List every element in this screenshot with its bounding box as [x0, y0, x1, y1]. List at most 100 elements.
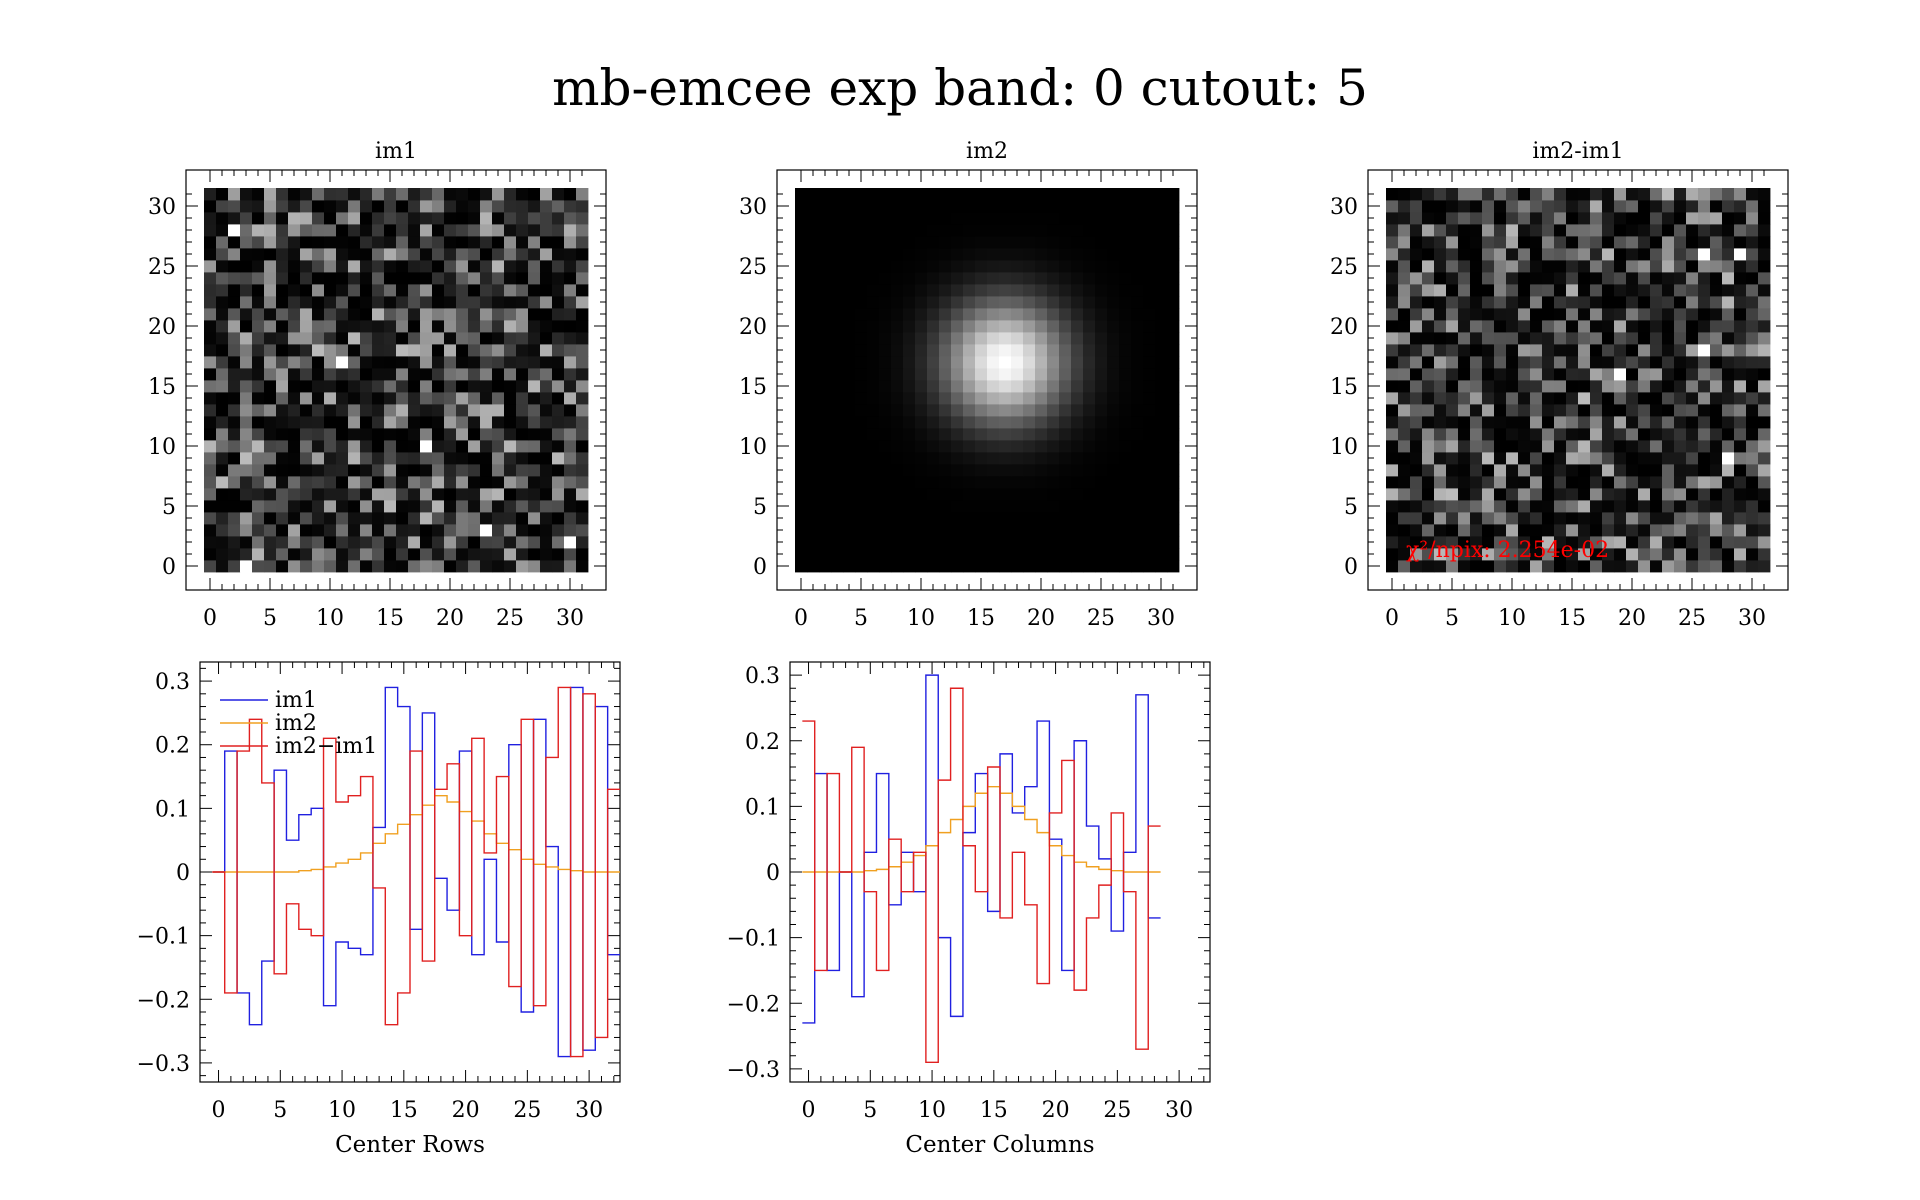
heatmap-pixel: [348, 200, 361, 213]
heatmap-pixel: [1662, 476, 1675, 489]
heatmap-pixel: [1059, 344, 1072, 357]
heatmap-pixel: [1626, 296, 1639, 309]
heatmap-pixel: [336, 308, 349, 321]
heatmap-pixel: [1143, 500, 1156, 513]
heatmap-pixel: [372, 188, 385, 201]
heatmap-pixel: [1131, 524, 1144, 537]
heatmap-pixel: [891, 440, 904, 453]
heatmap-pixel: [240, 248, 253, 261]
heatmap-pixel: [1482, 248, 1495, 261]
heatmap-pixel: [336, 560, 349, 573]
heatmap-pixel: [1710, 212, 1723, 225]
heatmap-pixel: [324, 512, 337, 525]
heatmap-pixel: [1506, 536, 1519, 549]
heatmap-pixel: [360, 200, 373, 213]
heatmap-pixel: [1398, 296, 1411, 309]
heatmap-pixel: [1023, 524, 1036, 537]
x-tick-label: 25: [513, 1098, 541, 1123]
heatmap-pixel: [288, 308, 301, 321]
heatmap-pixel: [819, 344, 832, 357]
heatmap-pixel: [1422, 500, 1435, 513]
heatmap-pixel: [324, 248, 337, 261]
heatmap-pixel: [420, 308, 433, 321]
heatmap-pixel: [1626, 212, 1639, 225]
heatmap-pixel: [1083, 464, 1096, 477]
heatmap-pixel: [312, 476, 325, 489]
heatmap-pixel: [1542, 332, 1555, 345]
heatmap-pixel: [1506, 524, 1519, 537]
heatmap-pixel: [1734, 536, 1747, 549]
heatmap-pixel: [348, 476, 361, 489]
heatmap-pixel: [456, 536, 469, 549]
heatmap-pixel: [1698, 272, 1711, 285]
heatmap-pixel: [903, 560, 916, 573]
heatmap-pixel: [1035, 356, 1048, 369]
heatmap-pixel: [1722, 344, 1735, 357]
heatmap-pixel: [867, 224, 880, 237]
heatmap-pixel: [228, 488, 241, 501]
heatmap-pixel: [1458, 308, 1471, 321]
heatmap-pixel: [240, 212, 253, 225]
heatmap-pixel: [276, 464, 289, 477]
heatmap-pixel: [204, 488, 217, 501]
heatmap-pixel: [1083, 416, 1096, 429]
heatmap-pixel: [312, 500, 325, 513]
heatmap-pixel: [1131, 188, 1144, 201]
heatmap-pixel: [300, 476, 313, 489]
heatmap-pixel: [408, 260, 421, 273]
heatmap-pixel: [432, 296, 445, 309]
heatmap-pixel: [1023, 356, 1036, 369]
heatmap-pixel: [879, 356, 892, 369]
heatmap-pixel: [1494, 212, 1507, 225]
heatmap-pixel: [999, 500, 1012, 513]
heatmap-pixel: [408, 368, 421, 381]
heatmap-pixel: [1458, 416, 1471, 429]
heatmap-pixel: [504, 464, 517, 477]
heatmap-pixel: [492, 488, 505, 501]
heatmap-pixel: [444, 260, 457, 273]
heatmap-pixel: [843, 548, 856, 561]
heatmap-pixel: [1554, 200, 1567, 213]
heatmap-pixel: [204, 428, 217, 441]
panel-title: im2-im1: [1532, 139, 1623, 164]
heatmap-pixel: [420, 356, 433, 369]
heatmap-pixel: [1602, 296, 1615, 309]
heatmap-pixel: [879, 404, 892, 417]
heatmap-pixel: [1662, 452, 1675, 465]
heatmap-pixel: [384, 476, 397, 489]
heatmap-pixel: [348, 260, 361, 273]
heatmap-pixel: [384, 536, 397, 549]
heatmap-pixel: [1047, 332, 1060, 345]
heatmap-pixel: [1131, 272, 1144, 285]
heatmap-pixel: [951, 440, 964, 453]
heatmap-pixel: [456, 248, 469, 261]
heatmap-pixel: [807, 524, 820, 537]
heatmap-pixel: [1734, 296, 1747, 309]
heatmap-pixel: [540, 452, 553, 465]
heatmap-pixel: [504, 500, 517, 513]
heatmap-pixel: [927, 332, 940, 345]
heatmap-pixel: [444, 224, 457, 237]
heatmap-pixel: [204, 560, 217, 573]
heatmap-pixel: [1083, 296, 1096, 309]
heatmap-pixel: [819, 212, 832, 225]
heatmap-pixel: [492, 512, 505, 525]
heatmap-pixel: [1386, 296, 1399, 309]
heatmap-pixel: [1410, 476, 1423, 489]
heatmap-pixel: [963, 440, 976, 453]
heatmap-pixel: [819, 392, 832, 405]
heatmap-pixel: [540, 488, 553, 501]
heatmap-pixel: [1542, 308, 1555, 321]
heatmap-pixel: [1119, 500, 1132, 513]
heatmap-pixel: [903, 464, 916, 477]
heatmap-pixel: [1155, 488, 1168, 501]
heatmap-pixel: [915, 236, 928, 249]
heatmap-pixel: [1155, 380, 1168, 393]
heatmap-pixel: [807, 212, 820, 225]
heatmap-pixel: [264, 248, 277, 261]
heatmap-pixel: [903, 524, 916, 537]
heatmap-pixel: [1011, 488, 1024, 501]
heatmap-pixel: [831, 452, 844, 465]
heatmap-pixel: [1422, 416, 1435, 429]
heatmap-pixel: [1047, 440, 1060, 453]
